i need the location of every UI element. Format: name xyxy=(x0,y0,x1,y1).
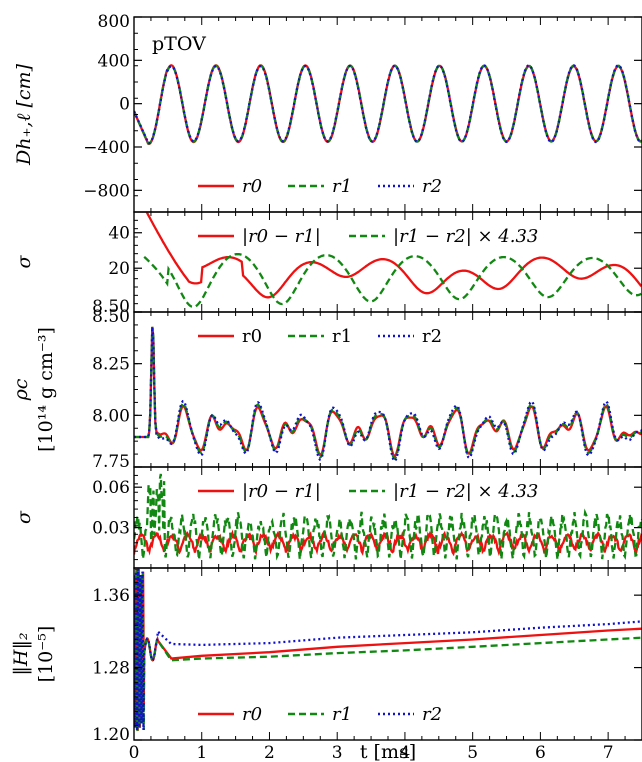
legend-label-4-0: r0 xyxy=(242,704,262,725)
panel-2: 7.75 8.00 8.25 8.50 ρc [10¹⁴ g cm⁻³] r0 r1 r2 xyxy=(10,307,642,472)
xtick-label-2: 2 xyxy=(264,743,275,762)
ylabel-2-b: [10¹⁴ g cm⁻³] xyxy=(35,327,57,452)
ytick-label-0-4: 800 xyxy=(98,12,130,32)
panel-0: −800 −400 0 400 800 Dh₊,ℓ [cm] pTOV r0 r1 r2 xyxy=(13,12,642,213)
xtick-label-4: 4 xyxy=(400,743,411,762)
ytick-label-1-2: 40 xyxy=(108,224,130,244)
series-4-0 xyxy=(134,568,642,731)
legend-label-1-0: |r0 − r1| xyxy=(242,226,321,247)
legend-label-0-0: r0 xyxy=(242,176,262,197)
ylabel-4-b: [10⁻⁵] xyxy=(35,626,57,683)
legend-3: |r0 − r1| |r1 − r2| × 4.33 xyxy=(198,481,538,502)
panel-frame-1 xyxy=(133,211,642,313)
legend-2: r0 r1 r2 xyxy=(198,326,442,347)
series-1-1 xyxy=(143,252,642,309)
panel-frame-3 xyxy=(133,466,642,569)
panel-1: 8.50 20 40 σ |r0 − r1| |r1 − r2| × 4.33 xyxy=(13,211,642,317)
legend-label-3-1: |r1 − r2| × 4.33 xyxy=(393,481,538,502)
series-2-1 xyxy=(134,326,642,460)
series-3-1 xyxy=(134,473,642,561)
legend-label-2-1: r1 xyxy=(332,326,352,347)
ylabel-1: σ xyxy=(13,254,35,268)
legend-0: r0 r1 r2 xyxy=(198,176,442,197)
ytick-label-2-2: 8.25 xyxy=(92,355,130,375)
series-0-1 xyxy=(134,64,642,145)
panel-annotation: pTOV xyxy=(152,33,206,55)
ytick-label-1-0: 8.50 xyxy=(92,297,130,317)
ytick-label-0-2: 0 xyxy=(119,95,130,115)
legend-label-2-2: r2 xyxy=(422,326,442,347)
xtick-label-5: 5 xyxy=(467,743,478,762)
xtick-label-6: 6 xyxy=(535,743,546,762)
xtick-label-7: 7 xyxy=(603,743,614,762)
legend-label-0-1: r1 xyxy=(332,176,352,197)
legend-label-1-1: |r1 − r2| × 4.33 xyxy=(393,226,538,247)
ytick-label-0-1: −400 xyxy=(83,138,130,158)
ylabel-2-a: ρc xyxy=(10,378,32,401)
legend-label-4-1: r1 xyxy=(332,704,352,725)
xtick-label-0: 0 xyxy=(129,743,140,762)
legend-label-3-0: |r0 − r1| xyxy=(242,481,321,502)
series-2-2 xyxy=(134,326,642,463)
ytick-label-1-1: 20 xyxy=(108,259,130,279)
ylabel-4-a: ‖H‖₂ xyxy=(10,632,32,675)
ytick-label-2-1: 8.00 xyxy=(92,406,130,426)
ytick-label-4-0: 1.20 xyxy=(92,725,130,745)
legend-4: r0 r1 r2 xyxy=(198,704,442,725)
ytick-label-0-3: 400 xyxy=(98,51,130,71)
legend-label-2-0: r0 xyxy=(242,326,262,347)
ytick-label-4-2: 1.36 xyxy=(92,586,130,606)
panel-4: 1.20 1.28 1.36 ‖H‖₂ [10⁻⁵] r0 r1 r2 0 1 2 3 4 5 6 7 t [m… xyxy=(10,567,642,762)
legend-label-0-2: r2 xyxy=(422,176,442,197)
xtick-label-1: 1 xyxy=(196,743,207,762)
ytick-label-4-1: 1.28 xyxy=(92,659,130,679)
ylabel-3: σ xyxy=(13,510,35,524)
xlabel: t [ms] xyxy=(360,741,416,762)
ytick-label-2-0: 7.75 xyxy=(92,452,130,472)
panel-3: 0.03 0.06 σ |r0 − r1| |r1 − r2| × 4.33 xyxy=(13,466,642,569)
legend-1: |r0 − r1| |r1 − r2| × 4.33 xyxy=(198,226,538,247)
series-4-1 xyxy=(134,568,642,731)
ylabel-0: Dh₊,ℓ [cm] xyxy=(13,63,35,166)
xtick-label-3: 3 xyxy=(332,743,343,762)
panel-frame-0 xyxy=(133,16,642,213)
ytick-label-2-3: 8.50 xyxy=(92,307,130,327)
series-1-0 xyxy=(145,212,642,299)
legend-label-4-2: r2 xyxy=(422,704,442,725)
ytick-label-3-1: 0.06 xyxy=(92,478,130,498)
series-0-2 xyxy=(134,64,642,145)
ytick-label-3-0: 0.03 xyxy=(92,519,130,539)
series-4-2 xyxy=(134,568,642,731)
ytick-label-0-0: −800 xyxy=(83,181,130,201)
